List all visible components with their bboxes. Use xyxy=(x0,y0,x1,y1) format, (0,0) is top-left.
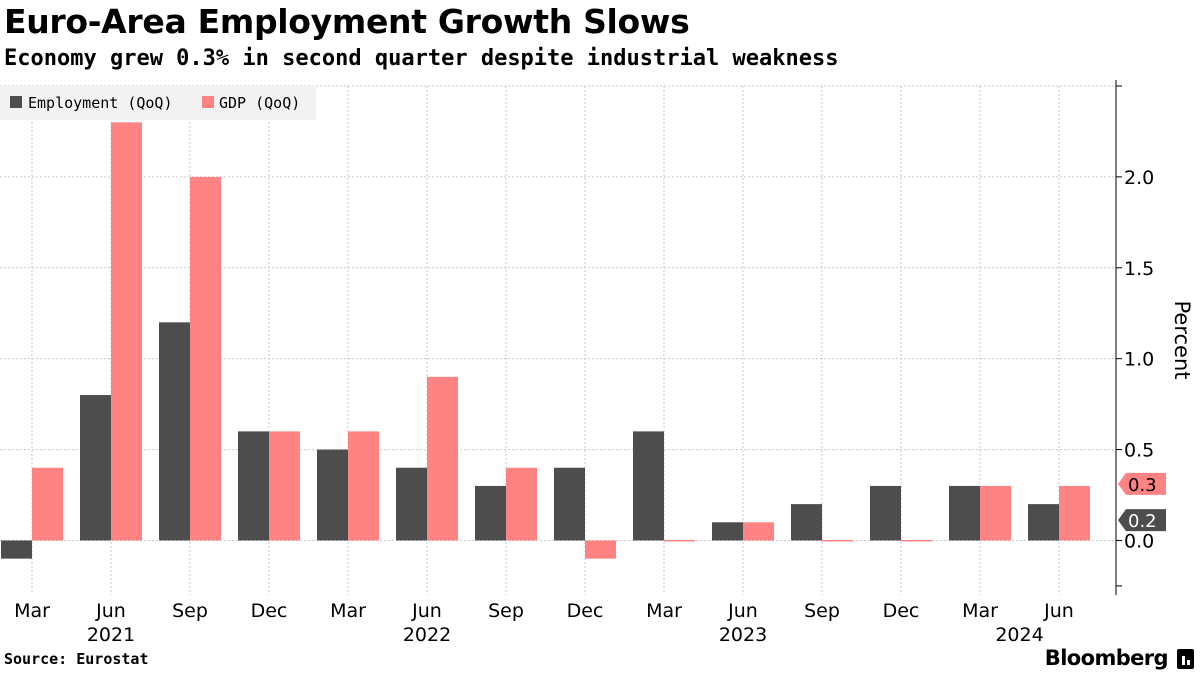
x-tick-label: Sep xyxy=(172,600,208,622)
x-tick-label: Jun xyxy=(727,600,758,622)
gdp-bar xyxy=(32,467,63,541)
y-tick-label: 0.5 xyxy=(1124,440,1154,462)
y-axis-label: Percent xyxy=(1170,300,1194,379)
bloomberg-terminal-icon xyxy=(1177,649,1194,669)
gdp-bar xyxy=(190,176,221,541)
x-tick-label: Mar xyxy=(962,600,998,622)
x-tick-label: Dec xyxy=(251,600,288,622)
employment-bar xyxy=(949,485,980,541)
chart-title: Euro-Area Employment Growth Slows xyxy=(4,2,690,41)
employment-bar xyxy=(633,431,664,541)
gdp-bar xyxy=(348,431,379,541)
x-tick-label: Jun xyxy=(411,600,442,622)
employment-bar xyxy=(1028,504,1059,541)
y-tick-label: 1.5 xyxy=(1124,258,1154,280)
employment-bar xyxy=(791,504,822,541)
gdp-bar xyxy=(822,539,853,542)
end-label-employment: 0.2 xyxy=(1128,511,1157,532)
x-year-label: 2021 xyxy=(87,624,135,646)
employment-bar xyxy=(80,395,111,541)
chart-subtitle: Economy grew 0.3% in second quarter desp… xyxy=(4,46,839,71)
gdp-bar xyxy=(111,122,142,541)
y-tick-label: 0.0 xyxy=(1124,530,1154,552)
x-axis: Mar Jun Sep Dec Mar Jun Sep Dec Mar Jun Sep Dec Mar J… xyxy=(14,600,1074,646)
x-year-label: 2022 xyxy=(403,624,451,646)
employment-bar xyxy=(396,467,427,541)
employment-bar xyxy=(238,431,269,541)
x-year-label: 2023 xyxy=(719,624,767,646)
employment-bar xyxy=(475,485,506,541)
employment-bar xyxy=(870,485,901,541)
end-label-gdp: 0.3 xyxy=(1128,475,1157,496)
source-note: Source: Eurostat xyxy=(4,650,149,668)
x-tick-label: Mar xyxy=(330,600,366,622)
gdp-bar xyxy=(743,522,774,541)
bloomberg-logo: Bloomberg xyxy=(1044,646,1169,670)
x-tick-label: Jun xyxy=(95,600,126,622)
gdp-bar xyxy=(1059,485,1090,541)
y-axis: 0.0 0.5 1.0 1.5 2.0 xyxy=(1115,80,1154,595)
y-tick-label: 2.0 xyxy=(1124,167,1154,189)
legend-swatch-employment xyxy=(10,96,22,108)
legend-label-employment: Employment (QoQ) xyxy=(28,94,173,112)
x-year-label: 2024 xyxy=(995,624,1043,646)
employment-bar xyxy=(317,449,348,541)
gdp-bar xyxy=(664,539,695,542)
employment-bar xyxy=(712,522,743,541)
x-tick-label: Dec xyxy=(567,600,604,622)
end-labels: 0.3 0.2 xyxy=(1118,472,1166,532)
employment-bar xyxy=(159,322,190,541)
gdp-bar xyxy=(269,431,300,541)
x-tick-label: Mar xyxy=(14,600,50,622)
gdp-bar xyxy=(427,376,458,541)
x-tick-label: Mar xyxy=(646,600,682,622)
legend-swatch-gdp xyxy=(202,96,214,108)
x-tick-label: Dec xyxy=(883,600,920,622)
y-tick-label: 1.0 xyxy=(1124,349,1154,371)
end-label-gdp-box xyxy=(1118,472,1166,495)
gdp-bar xyxy=(901,539,932,542)
x-tick-label: Sep xyxy=(804,600,840,622)
legend-box xyxy=(0,86,316,120)
legend: Employment (QoQ) GDP (QoQ) xyxy=(0,86,316,120)
bars xyxy=(1,122,1090,559)
gdp-bar xyxy=(506,467,537,541)
x-tick-label: Sep xyxy=(488,600,524,622)
legend-label-gdp: GDP (QoQ) xyxy=(219,94,300,112)
end-label-employment-box xyxy=(1118,509,1166,532)
gdp-bar xyxy=(585,540,616,559)
x-tick-label: Jun xyxy=(1043,600,1074,622)
employment-bar xyxy=(1,540,32,559)
gdp-bar xyxy=(980,485,1011,541)
employment-bar xyxy=(554,467,585,541)
